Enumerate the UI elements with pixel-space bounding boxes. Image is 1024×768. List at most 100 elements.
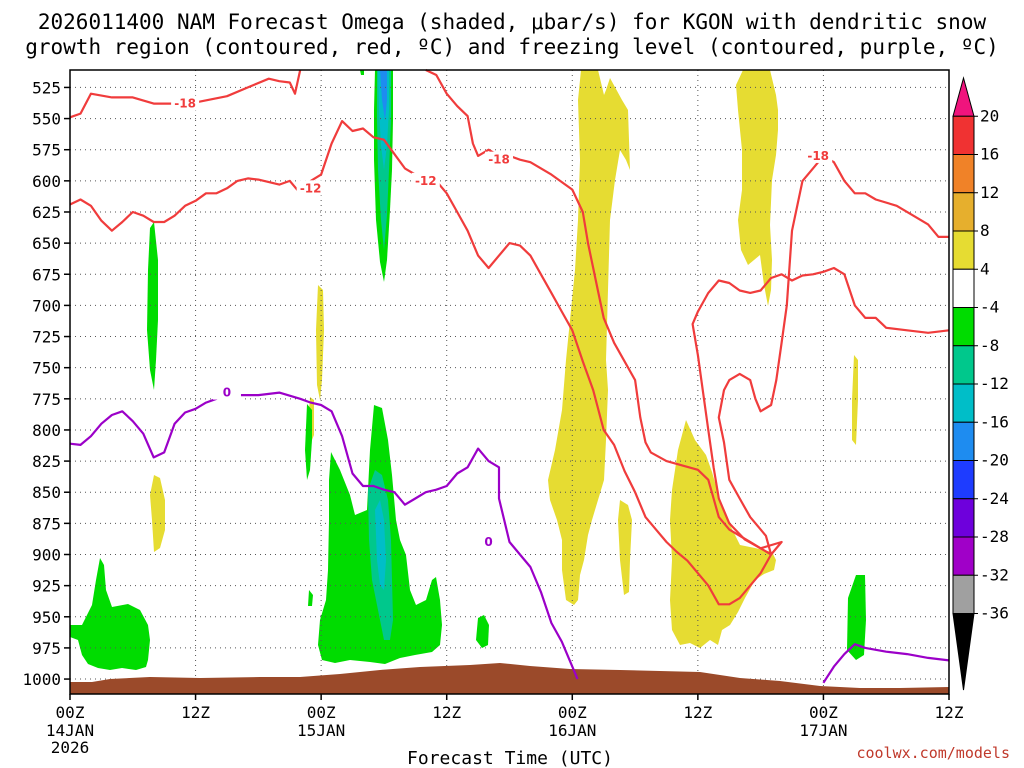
y-tick-label: 850	[32, 483, 61, 502]
colorbar-segment	[952, 115, 975, 155]
credit-text: coolwx.com/models	[856, 744, 1010, 762]
colorbar-legend: 20 16 12 8 4 -4 -8 -12 -16 -20 -24 -28 -32 -36	[952, 76, 1009, 691]
colorbar-segment	[952, 460, 975, 500]
colorbar-segment	[952, 613, 975, 691]
omega-region-negative	[360, 70, 364, 75]
y-tick-label: 650	[32, 234, 61, 253]
y-tick-label: 800	[32, 421, 61, 440]
omega-shading	[70, 70, 866, 670]
omega-region-positive	[548, 70, 630, 605]
chart-title-line2: growth region (contoured, red, ºC) and f…	[25, 35, 999, 59]
y-tick-label: 700	[32, 296, 61, 315]
y-tick-label: 550	[32, 110, 61, 129]
y-tick-label: 950	[32, 608, 61, 627]
colorbar-label: -32	[980, 565, 1009, 584]
omega-region-negative	[308, 590, 313, 606]
x-tick-label: 12Z	[181, 703, 210, 722]
y-tick-label: 775	[32, 390, 61, 409]
omega-region-positive	[852, 355, 858, 445]
colorbar-label: -36	[980, 604, 1009, 623]
colorbar-label: -8	[980, 336, 999, 355]
omega-region-positive	[150, 475, 165, 552]
omega-region-negative	[476, 615, 489, 648]
y-tick-label: 875	[32, 514, 61, 533]
colorbar-label: -4	[980, 298, 999, 317]
omega-region-positive	[736, 70, 778, 306]
x-tick-label: 12Z	[683, 703, 712, 722]
freezing-level-contour	[822, 643, 950, 684]
dgz-temperature-contour	[691, 266, 950, 550]
contour-label: 0	[484, 535, 492, 549]
colorbar-segment	[952, 192, 975, 232]
terrain-surface	[70, 663, 949, 694]
omega-region-negative	[70, 558, 150, 670]
y-tick-label: 600	[32, 172, 61, 191]
y-tick-label: 675	[32, 265, 61, 284]
chart-title-line1: 2026011400 NAM Forecast Omega (shaded, μ…	[38, 10, 987, 34]
x-tick-day-label: 17JAN	[799, 721, 847, 740]
colorbar-segment	[952, 498, 975, 538]
colorbar-segment	[952, 230, 975, 270]
x-tick-label: 12Z	[432, 703, 461, 722]
colorbar-segment	[952, 383, 975, 423]
colorbar-label: 8	[980, 221, 990, 240]
colorbar-segment	[952, 154, 975, 194]
x-tick-label: 00Z	[558, 703, 587, 722]
x-tick-day-label: 16JAN	[548, 721, 596, 740]
y-tick-label: 525	[32, 78, 61, 97]
x-tick-label: 12Z	[935, 703, 964, 722]
omega-region-positive	[670, 420, 776, 648]
colorbar-segment	[952, 536, 975, 576]
colorbar-segment	[952, 345, 975, 385]
y-tick-label: 900	[32, 546, 61, 565]
colorbar-segment	[952, 307, 975, 347]
contour-label-background	[296, 180, 325, 196]
surface-terrain-fill	[70, 663, 949, 694]
plot-frame	[69, 69, 950, 695]
contour-label: 0	[223, 386, 231, 400]
y-axis: 525 550 575 600 625 650 675 700 725 750 775 800 825 8…	[22, 78, 70, 689]
x-tick-label: 00Z	[809, 703, 838, 722]
colorbar-segment	[952, 268, 975, 308]
colorbar-label: -12	[980, 374, 1009, 393]
y-tick-label: 1000	[22, 670, 61, 689]
colorbar-label: 12	[980, 183, 999, 202]
y-tick-label: 925	[32, 577, 61, 596]
contour-label: -12	[415, 174, 437, 188]
contour-label: -18	[488, 153, 510, 167]
omega-region-negative	[380, 70, 387, 120]
colorbar-segment	[952, 421, 975, 461]
contour-label-background	[485, 151, 514, 167]
temperature-contours: -18 -18 -18 -12 -12 0 0	[69, 69, 950, 684]
y-tick-label: 725	[32, 328, 61, 347]
contour-label-background	[411, 172, 440, 188]
colorbar-segment	[952, 574, 975, 614]
colorbar-label: 20	[980, 106, 999, 125]
contour-label: -12	[300, 181, 322, 195]
x-tick-day-label: 15JAN	[297, 721, 345, 740]
chart-gridlines	[70, 70, 949, 694]
x-tick-label: 00Z	[307, 703, 336, 722]
colorbar-label: 4	[980, 259, 990, 278]
colorbar-label: -20	[980, 451, 1009, 470]
colorbar-label: -16	[980, 412, 1009, 431]
omega-region-positive	[316, 285, 324, 400]
omega-region-negative	[147, 222, 158, 390]
x-tick-year-label: 2026	[51, 738, 90, 757]
contour-label-background	[474, 534, 503, 550]
y-tick-label: 975	[32, 639, 61, 658]
colorbar-label: -24	[980, 489, 1009, 508]
omega-region-negative	[847, 575, 866, 660]
omega-region-positive	[618, 500, 632, 595]
y-tick-label: 625	[32, 203, 61, 222]
contour-label-background	[212, 384, 241, 400]
contour-label: -18	[807, 149, 829, 163]
x-axis-label: Forecast Time (UTC)	[407, 748, 613, 768]
x-tick-day-label: 14JAN	[46, 721, 94, 740]
colorbar-label: -28	[980, 527, 1009, 546]
y-tick-label: 575	[32, 141, 61, 160]
y-tick-label: 825	[32, 452, 61, 471]
omega-region-negative	[375, 500, 386, 590]
contour-label: -18	[174, 97, 196, 111]
